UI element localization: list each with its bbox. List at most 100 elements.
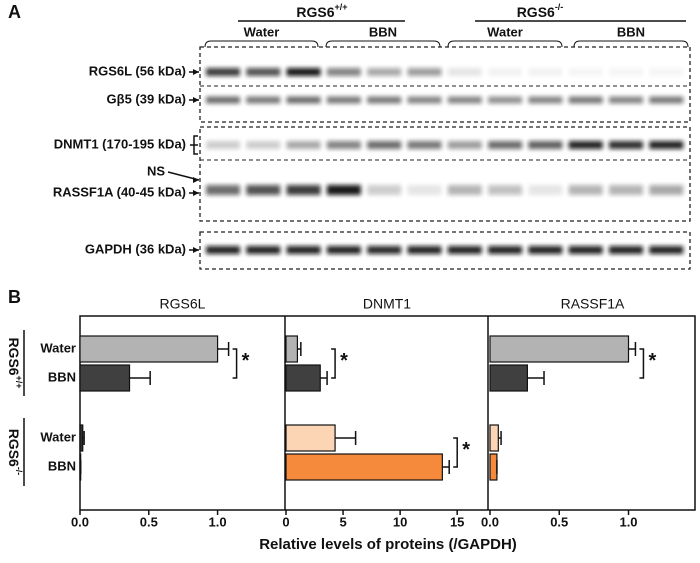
bar xyxy=(285,335,299,363)
blot-band xyxy=(609,141,643,149)
category-label: BBN xyxy=(48,458,76,473)
treatment-label: Water xyxy=(244,24,280,39)
blot-band xyxy=(528,141,563,149)
blot-band xyxy=(246,141,281,149)
genotype-superscript: +/+ xyxy=(335,2,348,12)
blot-band xyxy=(367,141,402,149)
blot-band xyxy=(407,185,442,195)
blot-band xyxy=(649,68,684,76)
blot-band xyxy=(609,246,643,254)
significance-bracket xyxy=(639,348,645,379)
genotype-superscript: -/- xyxy=(555,2,564,12)
blot-band xyxy=(367,185,402,195)
blot-band xyxy=(286,68,321,76)
blot-arrowhead xyxy=(193,69,199,75)
error-bar xyxy=(442,460,450,474)
blot-band xyxy=(206,246,240,254)
blot-band xyxy=(407,68,442,76)
blot-band xyxy=(286,141,321,149)
bar xyxy=(79,424,84,452)
x-tick-label: 0 xyxy=(282,514,289,529)
chart-title: DNMT1 xyxy=(363,296,411,312)
x-tick-label: 0.0 xyxy=(481,514,499,529)
plot-frame xyxy=(79,315,696,511)
blot-band xyxy=(206,141,240,149)
error-bar xyxy=(297,342,302,356)
blot-band xyxy=(609,96,643,104)
genotype-name: RGS6 xyxy=(517,4,555,20)
significance-bracket xyxy=(331,348,336,379)
blot-band xyxy=(326,141,361,149)
genotype-name: RGS6 xyxy=(296,4,334,20)
blot-band xyxy=(488,96,523,104)
bar xyxy=(489,335,630,363)
blot-band xyxy=(246,68,281,76)
treatment-bracket xyxy=(325,40,441,48)
blot-band xyxy=(447,141,482,149)
blot-band xyxy=(367,68,402,76)
blot-band xyxy=(246,96,281,104)
blot-band xyxy=(367,96,402,104)
blot-band xyxy=(326,185,361,195)
blot-band xyxy=(407,96,442,104)
blot-band xyxy=(326,96,361,104)
blot-band xyxy=(528,96,563,104)
bar xyxy=(489,453,498,481)
blot-box xyxy=(199,126,691,222)
blot-band xyxy=(447,68,482,76)
error-bar xyxy=(320,371,328,385)
blot-band xyxy=(326,68,361,76)
blot-band xyxy=(326,246,361,254)
significance-label: * xyxy=(242,350,250,372)
category-label: Water xyxy=(40,340,76,355)
x-tick-label: 10 xyxy=(393,514,407,529)
blot-box xyxy=(199,46,691,123)
blot-band xyxy=(528,68,563,76)
genotype-name: RGS6 xyxy=(6,337,22,375)
significance-label: * xyxy=(462,439,470,461)
category-label: BBN xyxy=(48,369,76,384)
error-bar xyxy=(335,431,357,445)
x-tick-label: 5 xyxy=(339,514,346,529)
blot-band xyxy=(246,185,281,195)
blot-band xyxy=(568,96,603,104)
chart-title: RGS6L xyxy=(160,296,206,312)
blot-band xyxy=(649,185,684,195)
error-bar xyxy=(498,431,502,445)
blot-band xyxy=(206,68,240,76)
blot-arrowhead xyxy=(193,190,199,196)
error-bar xyxy=(82,431,85,445)
bar xyxy=(285,424,336,452)
bar xyxy=(285,453,443,481)
x-axis-label: Relative levels of proteins (/GAPDH) xyxy=(259,536,517,553)
blot-band xyxy=(407,141,442,149)
blot-band xyxy=(568,185,603,195)
genotype-label: RGS6+/+ xyxy=(296,2,347,19)
blot-band xyxy=(528,246,563,254)
significance-label: * xyxy=(340,350,348,372)
category-label: Water xyxy=(40,429,76,444)
significance-bracket xyxy=(232,348,238,379)
treatment-bracket xyxy=(447,40,563,48)
blot-band xyxy=(649,96,684,104)
chart-title: RASSF1A xyxy=(561,296,625,312)
blot-band xyxy=(488,185,523,195)
bar xyxy=(79,335,219,363)
significance-bracket xyxy=(453,437,458,468)
x-tick-label: 0.0 xyxy=(71,514,89,529)
treatment-label: Water xyxy=(487,24,523,39)
x-tick-label: 1.0 xyxy=(619,514,637,529)
blot-arrowhead xyxy=(193,247,199,253)
blot-band xyxy=(286,185,321,195)
blot-bracket xyxy=(190,135,198,155)
blot-band xyxy=(649,141,684,149)
blot-band xyxy=(528,185,563,195)
blot-band xyxy=(407,246,442,254)
blot-arrowhead xyxy=(193,97,199,103)
genotype-name: RGS6 xyxy=(6,429,22,467)
blot-row-label: GAPDH (36 kDa) xyxy=(85,241,186,256)
blot-band xyxy=(568,246,603,254)
error-bar xyxy=(628,342,637,356)
blot-band xyxy=(488,246,523,254)
error-bar xyxy=(217,342,230,356)
